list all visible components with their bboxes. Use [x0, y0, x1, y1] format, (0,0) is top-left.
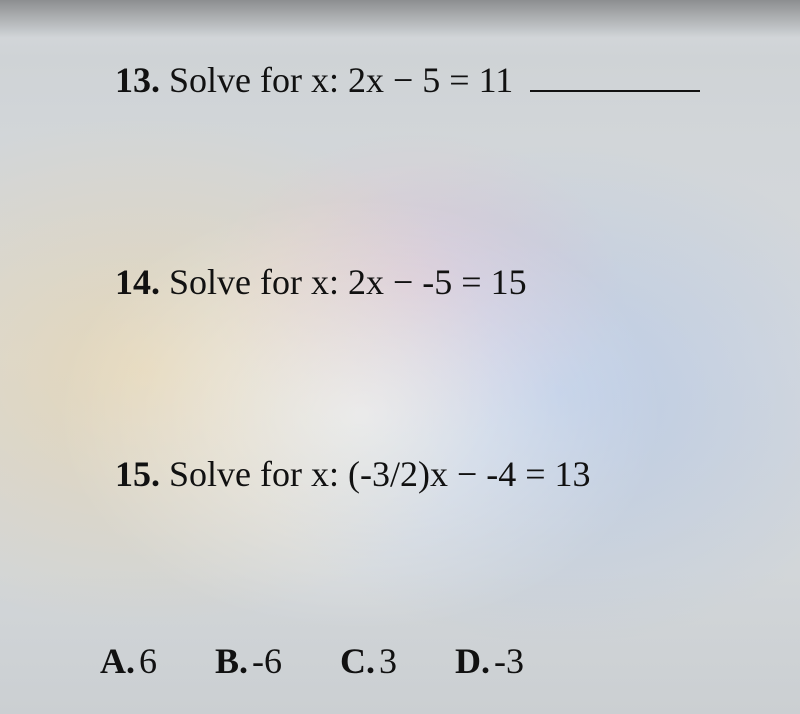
question-15: 15. Solve for x: (-3/2)x − -4 = 13 [115, 452, 780, 497]
question-equation: 2x − -5 = 15 [348, 262, 527, 302]
answer-choice-c[interactable]: C.3 [340, 640, 397, 682]
answer-letter: A. [100, 641, 135, 681]
question-number: 15. [115, 454, 160, 494]
answer-value: 3 [379, 641, 397, 681]
answer-choice-a[interactable]: A.6 [100, 640, 157, 682]
screen-top-shadow [0, 0, 800, 38]
answer-letter: D. [455, 641, 490, 681]
answer-value: 6 [139, 641, 157, 681]
question-number: 13. [115, 60, 160, 100]
question-equation: (-3/2)x − -4 = 13 [348, 454, 591, 494]
answer-value: -6 [252, 641, 282, 681]
answer-letter: C. [340, 641, 375, 681]
question-13: 13. Solve for x: 2x − 5 = 11 [115, 58, 780, 103]
answer-choice-b[interactable]: B.-6 [215, 640, 282, 682]
question-prompt: Solve for x: [169, 60, 339, 100]
question-14: 14. Solve for x: 2x − -5 = 15 [115, 260, 780, 305]
question-equation: 2x − 5 = 11 [348, 60, 513, 100]
worksheet-page: 13. Solve for x: 2x − 5 = 11 14. Solve f… [0, 0, 800, 714]
question-prompt: Solve for x: [169, 454, 339, 494]
answer-letter: B. [215, 641, 248, 681]
answer-choices: A.6 B.-6 C.3 D.-3 [100, 640, 760, 682]
answer-value: -3 [494, 641, 524, 681]
question-number: 14. [115, 262, 160, 302]
question-prompt: Solve for x: [169, 262, 339, 302]
answer-choice-d[interactable]: D.-3 [455, 640, 524, 682]
answer-blank[interactable] [530, 88, 700, 92]
